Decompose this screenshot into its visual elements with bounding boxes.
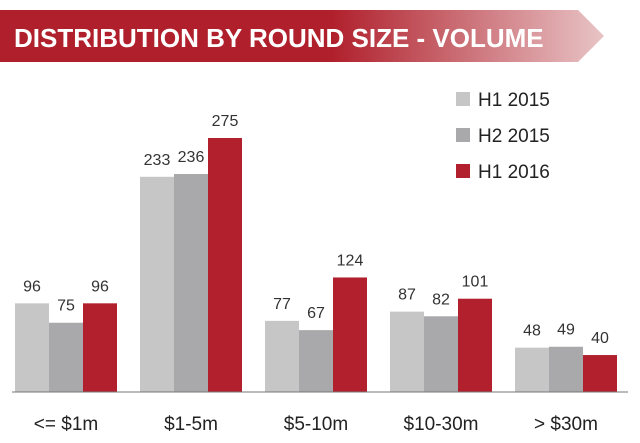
data-label: 82: [432, 291, 450, 308]
bar: [265, 320, 299, 392]
legend-label: H1 2015: [478, 90, 550, 111]
category-label: $5-10m: [284, 414, 348, 435]
bar: [49, 322, 83, 392]
data-label: 87: [398, 287, 416, 304]
bar: [515, 347, 549, 392]
category-label: $10-30m: [404, 414, 479, 435]
legend-label: H1 2016: [478, 162, 550, 183]
legend-swatch: [456, 128, 470, 142]
data-label: 124: [337, 252, 364, 269]
legend-label: H2 2015: [478, 126, 550, 147]
bar: [140, 176, 174, 392]
bar: [174, 174, 208, 392]
bar: [424, 316, 458, 392]
banner-arrow-shape: [0, 10, 604, 62]
category-label: <= $1m: [34, 414, 98, 435]
bar: [83, 303, 117, 392]
bar: [299, 330, 333, 392]
legend-swatch: [456, 164, 470, 178]
data-label: 96: [91, 278, 109, 295]
bar: [390, 311, 424, 392]
bar: [583, 355, 617, 392]
bar: [549, 346, 583, 392]
chart-title: DISTRIBUTION BY ROUND SIZE - VOLUME: [14, 23, 544, 53]
data-label: 275: [212, 113, 239, 130]
data-label: 233: [144, 152, 171, 169]
data-label: 77: [273, 296, 291, 313]
data-label: 48: [523, 323, 541, 340]
legend-swatch: [456, 92, 470, 106]
data-label: 40: [591, 330, 609, 347]
title-banner: DISTRIBUTION BY ROUND SIZE - VOLUME: [0, 10, 604, 62]
data-label: 67: [307, 305, 325, 322]
bar: [15, 303, 49, 392]
bar: [208, 138, 242, 392]
data-label: 49: [557, 322, 575, 339]
category-label: $1-5m: [164, 414, 218, 435]
data-label: 101: [462, 274, 489, 291]
data-label: 75: [57, 298, 75, 315]
bar: [333, 277, 367, 392]
category-label: > $30m: [534, 414, 598, 435]
data-label: 236: [178, 149, 205, 166]
data-label: 96: [23, 278, 41, 295]
bar: [458, 298, 492, 392]
